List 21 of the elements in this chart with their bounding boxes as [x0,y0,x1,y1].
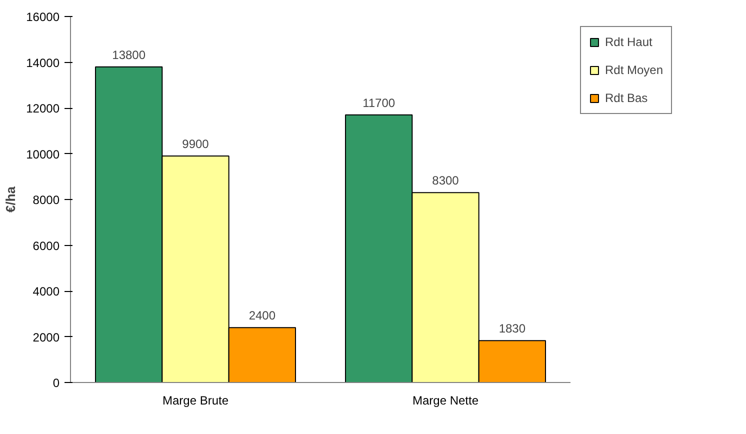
legend-label: Rdt Bas [605,91,648,105]
y-tick-label: 4000 [32,284,60,298]
y-tick-label: 12000 [26,102,60,116]
data-label: 8300 [432,174,460,188]
y-tick-label: 10000 [26,147,60,162]
y-tick-label: 2000 [32,330,60,344]
data-label: 13800 [112,48,146,62]
data-label: 1830 [498,322,526,336]
legend-label: Rdt Moyen [605,63,664,77]
y-tick-label: 16000 [26,10,60,24]
y-tick-label: 0 [52,376,60,390]
legend-label: Rdt Haut [605,35,652,49]
y-axis-title: €/ha [3,186,18,213]
y-tick-label: 6000 [32,238,60,253]
data-label: 11700 [362,96,396,110]
y-tick-label: 14000 [26,56,60,70]
y-tick-label: 8000 [32,193,60,207]
data-label: 2400 [248,308,276,323]
x-tick-label: Marge Brute [162,394,229,408]
data-label: 9900 [182,137,210,152]
x-tick-label: Marge Nette [412,394,479,408]
